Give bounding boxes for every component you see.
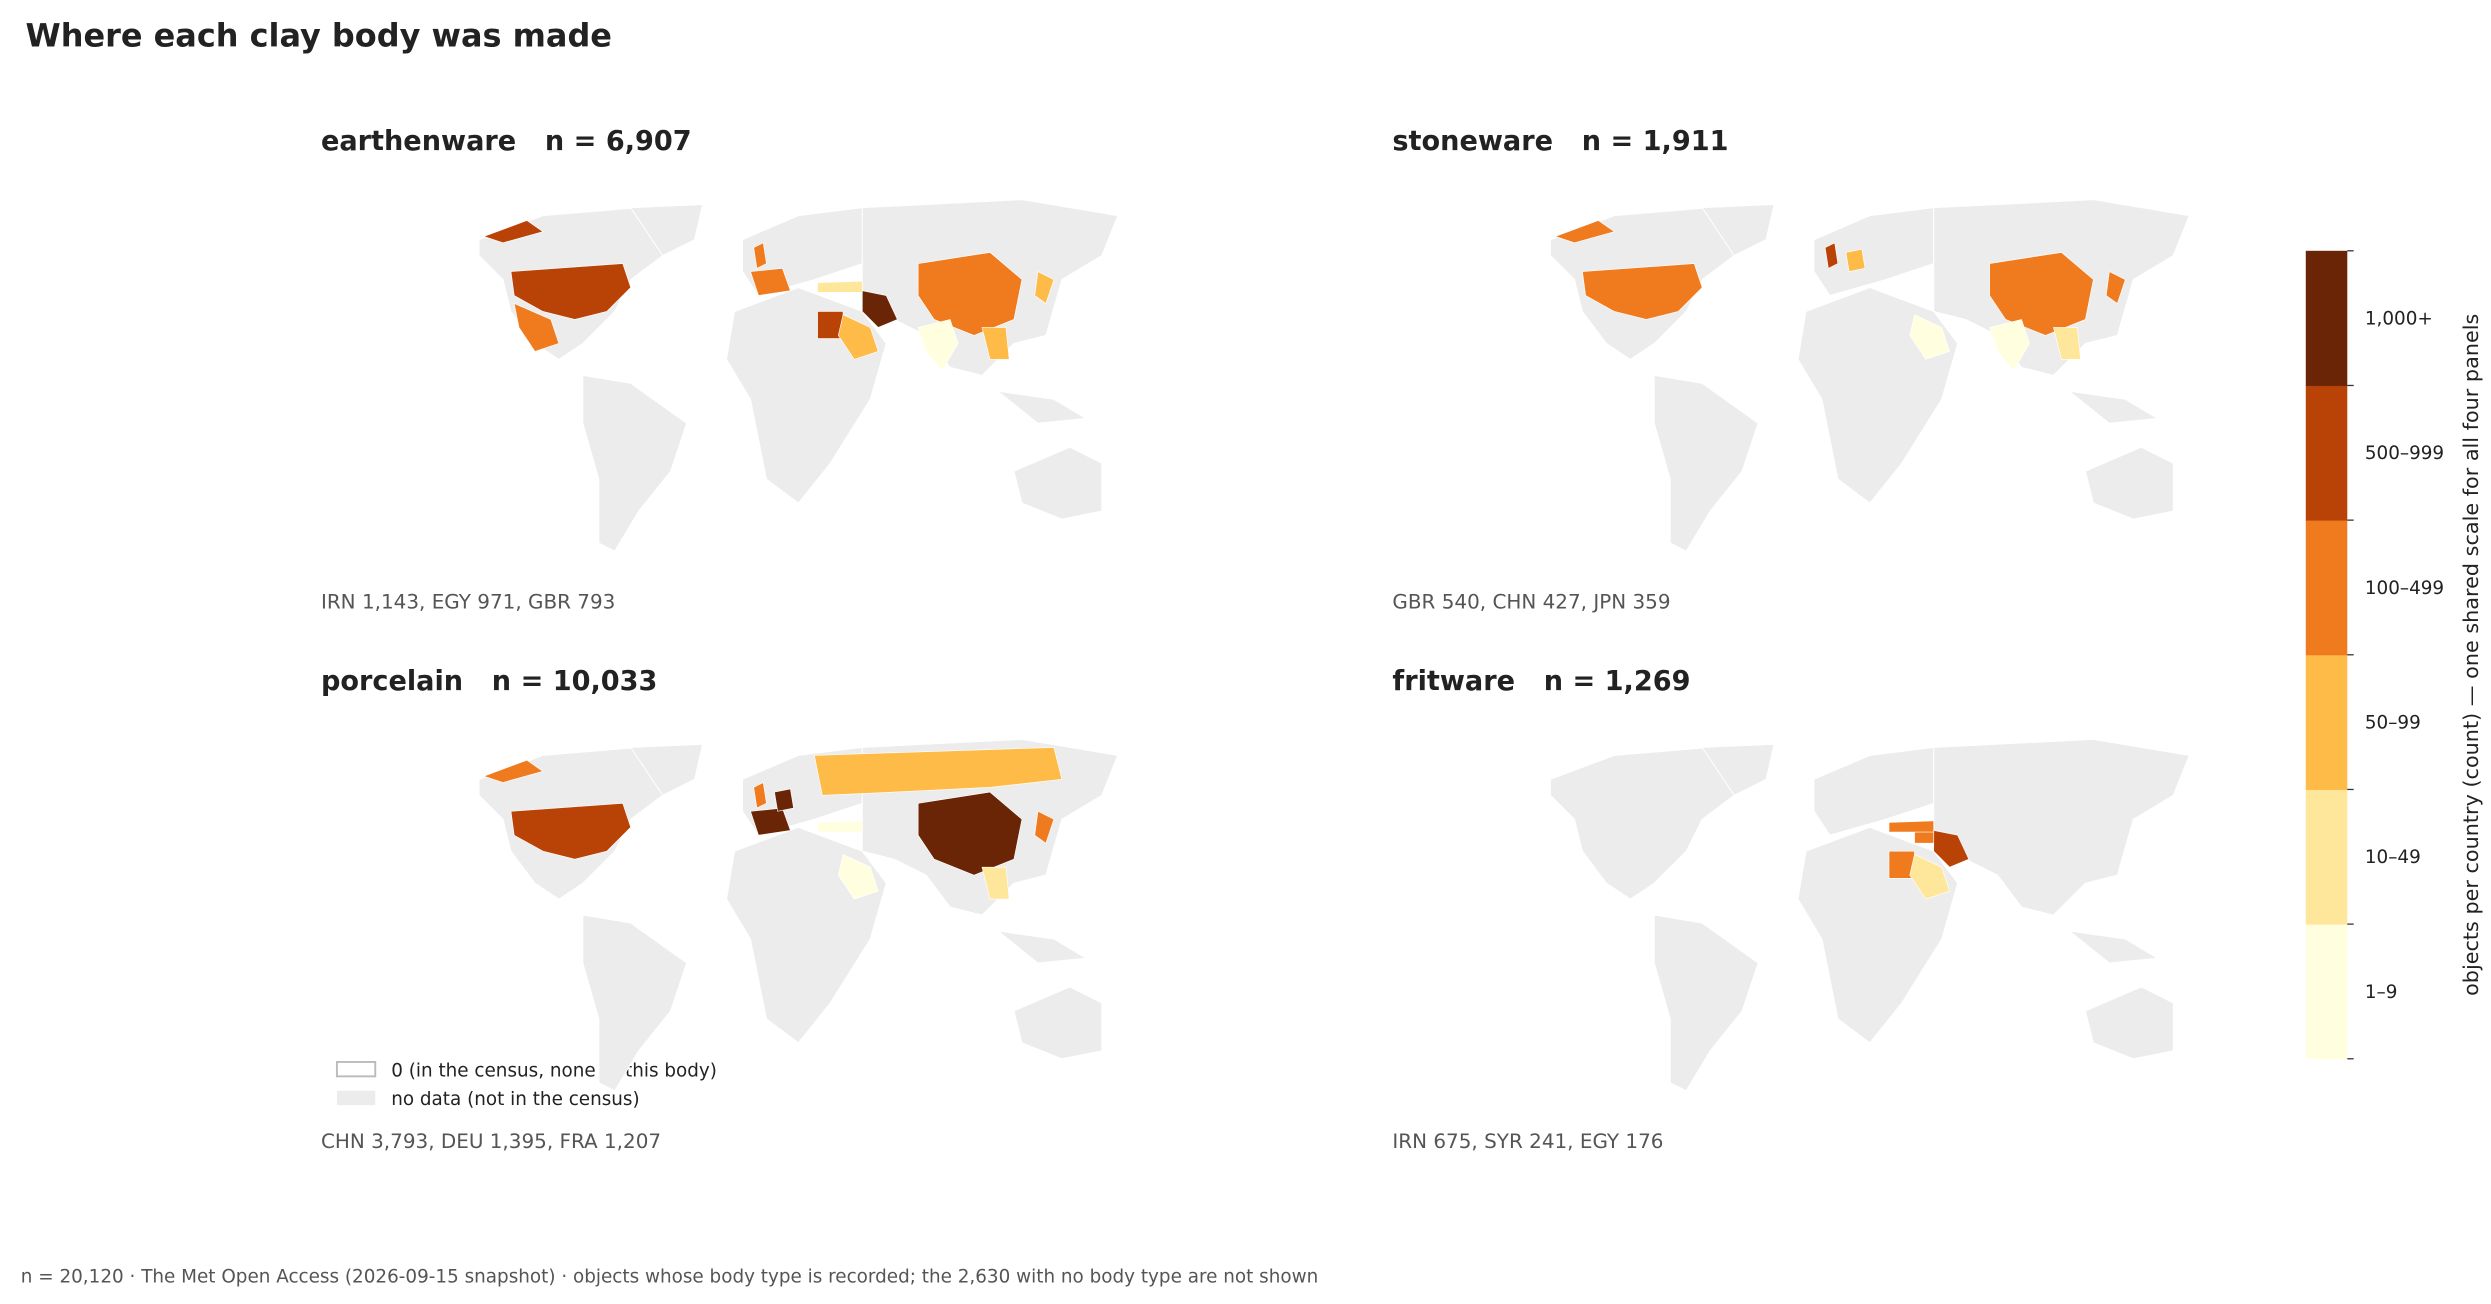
map-panel <box>1550 738 2190 1092</box>
land <box>2067 390 2159 424</box>
footnote: n = 20,120 · The Met Open Access (2026-0… <box>21 1266 1318 1287</box>
country <box>837 314 879 360</box>
country <box>1582 263 1703 320</box>
land <box>2084 986 2174 1060</box>
country <box>2053 327 2081 360</box>
country <box>510 263 632 320</box>
panel-count: n = 10,033 <box>492 666 658 697</box>
country <box>837 853 879 900</box>
colorbar-bin-label: 500–999 <box>2365 443 2444 464</box>
land <box>1653 914 1759 1092</box>
legend-zero-swatch <box>335 1061 377 1078</box>
country <box>510 802 632 860</box>
colorbar-bin <box>2305 520 2348 656</box>
land <box>1933 738 2190 916</box>
country <box>482 220 544 244</box>
country <box>774 788 794 812</box>
land <box>1013 986 1103 1060</box>
country <box>1034 810 1055 844</box>
country <box>1909 314 1951 360</box>
country <box>753 242 767 269</box>
land <box>726 826 887 1044</box>
country <box>817 820 863 833</box>
country <box>1845 248 1866 272</box>
colorbar-bin-label: 10–49 <box>2365 847 2421 868</box>
colorbar-bin <box>2305 789 2348 925</box>
country <box>513 302 560 352</box>
land <box>2084 446 2174 520</box>
country <box>1824 242 1839 269</box>
colorbar-bin <box>2305 654 2348 790</box>
country <box>1989 319 2030 372</box>
legend-zero-label: 0 (in the census, none of this body) <box>391 1060 717 1081</box>
legend-nodata-label: no data (not in the census) <box>391 1089 639 1110</box>
country <box>817 280 863 293</box>
land <box>726 287 887 504</box>
country <box>1933 830 1970 868</box>
land <box>629 743 704 796</box>
country <box>1909 853 1951 900</box>
panel-count: n = 1,269 <box>1544 666 1691 697</box>
land <box>996 930 1088 964</box>
country <box>753 782 767 809</box>
panel-title: earthenware <box>321 126 516 157</box>
panel-title: fritware <box>1392 666 1515 697</box>
panel-title: stoneware <box>1392 126 1553 157</box>
country <box>1888 820 1935 833</box>
country <box>1034 271 1055 305</box>
map-panel <box>478 199 1119 552</box>
land <box>2067 930 2159 964</box>
land <box>582 374 688 552</box>
panel-top3: IRN 675, SYR 241, EGY 176 <box>1392 1129 1663 1153</box>
country <box>861 290 898 328</box>
land <box>1701 743 1775 796</box>
colorbar-bin-label: 1,000+ <box>2365 309 2433 330</box>
map-panel <box>1550 199 2190 552</box>
panel-top3: GBR 540, CHN 427, JPN 359 <box>1392 589 1670 613</box>
land <box>1653 374 1759 552</box>
colorbar-bin-label: 50–99 <box>2365 713 2421 734</box>
colorbar-bin <box>2305 385 2348 521</box>
colorbar-bin <box>2305 250 2348 386</box>
country <box>981 327 1010 360</box>
country <box>482 759 544 783</box>
land <box>1701 203 1775 257</box>
colorbar-bin-label: 100–499 <box>2365 578 2444 599</box>
panel-title: porcelain <box>321 666 463 697</box>
land <box>1797 287 1959 504</box>
land <box>629 203 704 257</box>
country <box>1554 220 1616 244</box>
panel-count: n = 1,911 <box>1582 126 1729 157</box>
land <box>1813 746 1935 836</box>
land <box>996 390 1088 424</box>
panel-top3: CHN 3,793, DEU 1,395, FRA 1,207 <box>321 1129 661 1153</box>
land <box>1813 207 1935 297</box>
land <box>1013 446 1103 520</box>
country <box>2105 271 2126 305</box>
country <box>813 747 1063 796</box>
panel-count: n = 6,907 <box>545 126 692 157</box>
figure-title: Where each clay body was made <box>26 16 612 54</box>
colorbar-bin <box>2305 924 2348 1060</box>
map-panel <box>478 738 1119 1092</box>
country <box>750 807 791 836</box>
land <box>582 914 688 1092</box>
colorbar-label: objects per country (count) — one shared… <box>2459 314 2483 996</box>
country <box>750 268 791 296</box>
panel-top3: IRN 1,143, EGY 971, GBR 793 <box>321 589 615 613</box>
colorbar-bin-label: 1–9 <box>2365 982 2398 1003</box>
country <box>917 319 959 372</box>
land <box>1797 826 1959 1044</box>
country <box>981 866 1010 900</box>
legend-nodata-swatch <box>336 1090 376 1106</box>
